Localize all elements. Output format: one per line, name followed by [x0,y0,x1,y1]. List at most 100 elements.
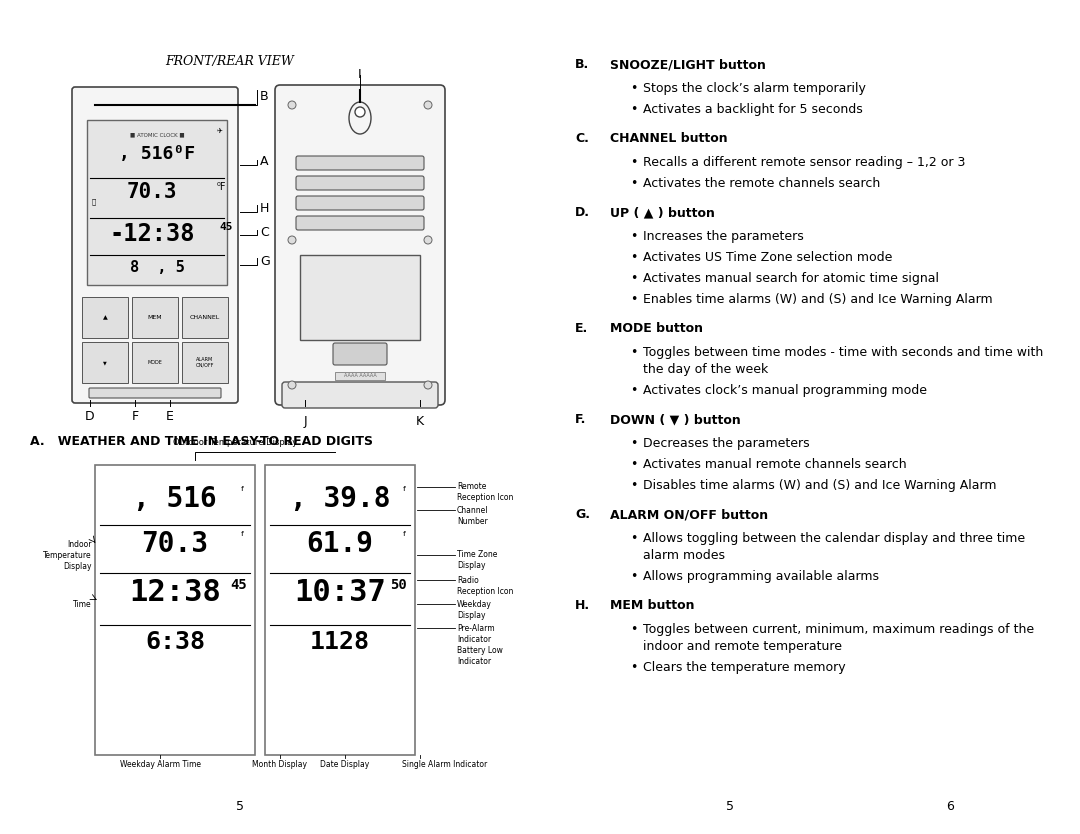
Text: •: • [630,570,637,583]
Text: Activates manual search for atomic time signal: Activates manual search for atomic time … [643,272,939,285]
Text: •: • [630,230,637,243]
FancyBboxPatch shape [296,216,424,230]
Text: MODE: MODE [148,360,162,365]
Text: Time Zone
Display: Time Zone Display [457,550,498,570]
FancyBboxPatch shape [275,85,445,405]
Text: •: • [630,103,637,116]
Text: B: B [260,90,269,103]
Bar [265,465,415,755]
Text: 8  ‚ 5: 8 ‚ 5 [130,260,185,275]
Text: B.: B. [575,58,590,71]
Bar [183,342,228,383]
Text: Channel
Number: Channel Number [457,506,488,526]
FancyBboxPatch shape [333,343,387,365]
Text: CHANNEL button: CHANNEL button [610,132,728,145]
Text: MEM button: MEM button [610,599,694,612]
Text: ᶠ: ᶠ [403,485,407,498]
Text: ✈: ✈ [216,128,222,134]
Circle shape [424,381,432,389]
Circle shape [288,381,296,389]
Circle shape [424,236,432,244]
Text: Outdoor Temperature Display: Outdoor Temperature Display [173,438,297,447]
Text: G: G [260,255,270,268]
Text: Date Display: Date Display [321,760,369,769]
Text: ▲: ▲ [103,315,107,320]
Text: ‚ 516⁰F: ‚ 516⁰F [119,145,195,163]
Bar [82,342,129,383]
Text: ᶠ: ᶠ [241,485,245,498]
Text: Remote
Reception Icon: Remote Reception Icon [457,482,513,502]
Circle shape [424,101,432,109]
Text: CHANNEL: CHANNEL [190,315,220,320]
Text: 70.3: 70.3 [141,530,208,558]
Text: F.: F. [575,413,586,426]
Text: 70.3: 70.3 [126,182,177,202]
Text: G.: G. [575,508,590,521]
Text: J: J [303,415,307,428]
Text: 5: 5 [237,800,244,813]
Text: Radio
Reception Icon: Radio Reception Icon [457,576,513,596]
Text: ⓒ: ⓒ [92,198,96,204]
Bar [300,255,420,340]
Text: DOWN ( ▼ ) button: DOWN ( ▼ ) button [610,413,741,426]
Text: Enables time alarms (W) and (S) and Ice Warning Alarm: Enables time alarms (W) and (S) and Ice … [643,293,993,306]
Text: •: • [630,156,637,169]
Text: Allows programming available alarms: Allows programming available alarms [643,570,879,583]
Text: E: E [166,410,174,423]
Text: ▼: ▼ [103,360,107,365]
Text: SNOOZE/LIGHT button: SNOOZE/LIGHT button [610,58,766,71]
Text: 50: 50 [390,578,407,592]
Text: alarm modes: alarm modes [643,549,725,562]
FancyBboxPatch shape [89,388,221,398]
Text: ⁰F: ⁰F [217,182,227,192]
Text: Single Alarm Indicator: Single Alarm Indicator [403,760,488,769]
Text: Toggles between time modes - time with seconds and time with: Toggles between time modes - time with s… [643,346,1043,359]
Text: E.: E. [575,322,589,335]
Text: ■ ATOMIC CLOCK ■: ■ ATOMIC CLOCK ■ [130,132,185,137]
Text: Activates US Time Zone selection mode: Activates US Time Zone selection mode [643,251,892,264]
Bar [87,120,227,285]
Ellipse shape [355,107,365,117]
Text: indoor and remote temperature: indoor and remote temperature [643,640,842,653]
Text: UP ( ▲ ) button: UP ( ▲ ) button [610,206,715,219]
FancyBboxPatch shape [296,196,424,210]
Text: •: • [630,293,637,306]
Bar [95,465,255,755]
Text: I: I [359,68,362,81]
Text: •: • [630,82,637,95]
Text: MODE button: MODE button [610,322,703,335]
Bar [82,297,129,338]
Text: •: • [630,479,637,492]
Text: -12:38: -12:38 [109,222,194,246]
Circle shape [288,236,296,244]
Text: •: • [630,177,637,190]
Text: ALARM
ON/OFF: ALARM ON/OFF [195,357,214,368]
Text: •: • [630,623,637,636]
Ellipse shape [349,102,372,134]
Text: Decreases the parameters: Decreases the parameters [643,437,810,450]
Text: 12:38: 12:38 [130,578,221,607]
Text: Allows toggling between the calendar display and three time: Allows toggling between the calendar dis… [643,532,1025,545]
Text: F: F [132,410,138,423]
Circle shape [288,101,296,109]
Text: A.   WEATHER AND TIME IN EASY-TO READ DIGITS: A. WEATHER AND TIME IN EASY-TO READ DIGI… [30,435,373,448]
Text: Activates the remote channels search: Activates the remote channels search [643,177,880,190]
Bar [335,372,384,380]
Text: C: C [260,226,269,239]
Text: Indoor
Temperature
Display: Indoor Temperature Display [43,540,92,571]
Text: 1128: 1128 [310,630,370,654]
Text: ALARM ON/OFF button: ALARM ON/OFF button [610,508,768,521]
Text: H.: H. [575,599,590,612]
Text: Increases the parameters: Increases the parameters [643,230,804,243]
Text: Activates clock’s manual programming mode: Activates clock’s manual programming mod… [643,384,927,397]
Text: •: • [630,384,637,397]
Text: 5: 5 [726,800,734,813]
Text: 10:37: 10:37 [294,578,386,607]
Text: •: • [630,346,637,359]
Text: ᶠ: ᶠ [241,530,245,543]
Text: Clears the temperature memory: Clears the temperature memory [643,661,846,674]
Text: •: • [630,437,637,450]
Text: Weekday Alarm Time: Weekday Alarm Time [120,760,201,769]
Text: C.: C. [575,132,589,145]
Text: 45: 45 [230,578,247,592]
